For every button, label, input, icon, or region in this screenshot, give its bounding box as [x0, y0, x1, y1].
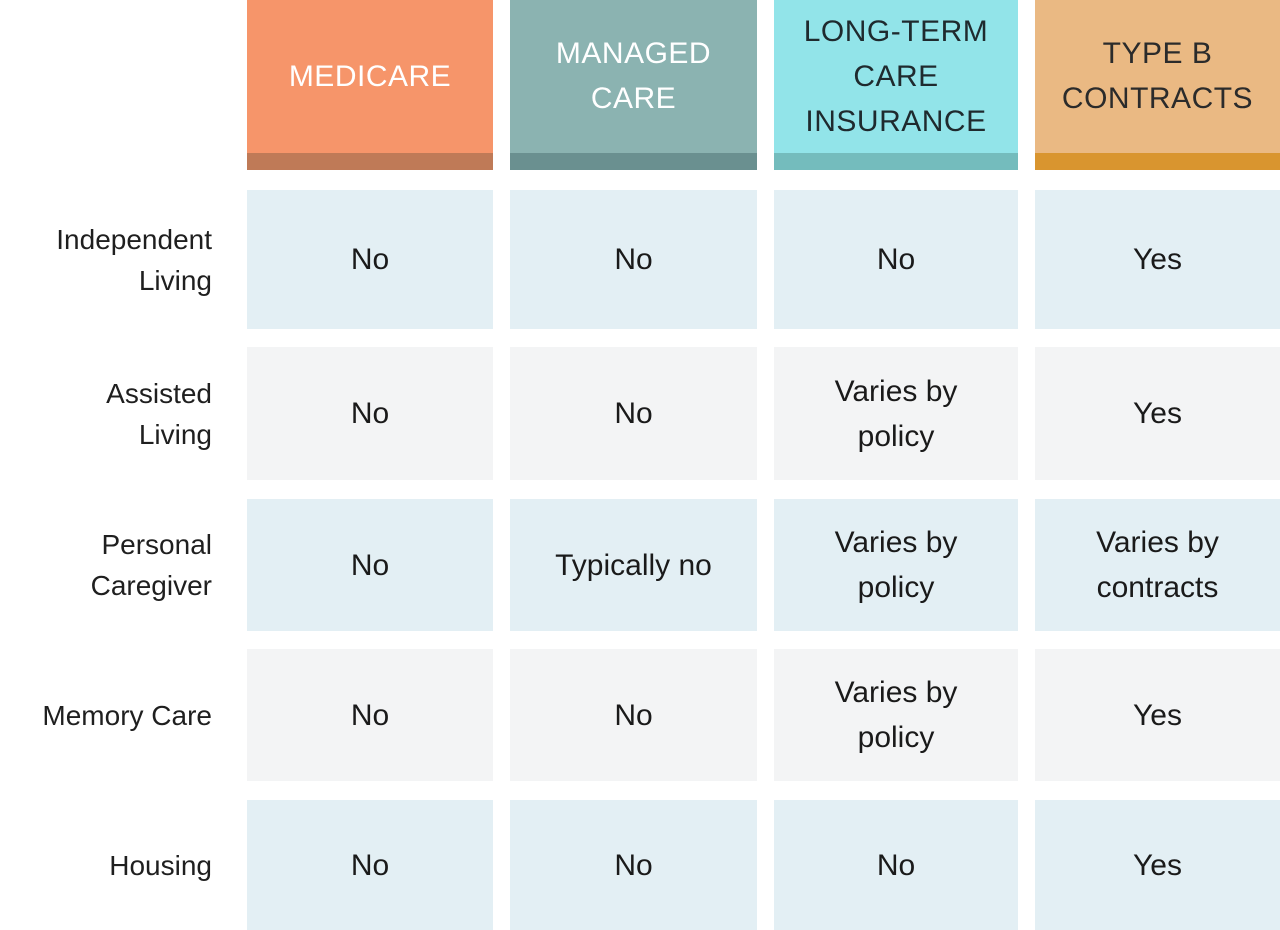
table-cell: Yes: [1035, 190, 1280, 329]
table-cell: No: [510, 649, 757, 781]
table-cell: No: [510, 190, 757, 329]
column-header-label: MEDICARE: [288, 59, 452, 93]
column-header-band: [247, 153, 493, 170]
table-cell: No: [774, 800, 1018, 930]
table-cell: Typically no: [510, 499, 757, 631]
column-header-4: TYPE B CONTRACTS: [1035, 0, 1280, 170]
column-header-band: [1035, 153, 1280, 170]
column-header-1: MEDICARE: [247, 0, 493, 170]
table-cell: No: [247, 347, 493, 480]
row-label: Personal Caregiver: [90, 529, 212, 601]
column-header-2: MANAGED CARE: [510, 0, 757, 170]
table-cell: Varies by policy: [774, 499, 1018, 631]
table-cell: Yes: [1035, 800, 1280, 930]
table-cell: No: [247, 800, 493, 930]
table-cell: Yes: [1035, 649, 1280, 781]
table-cell: Varies by policy: [774, 347, 1018, 480]
column-header-label: TYPE B CONTRACTS: [1061, 37, 1254, 115]
table-cell: Yes: [1035, 347, 1280, 480]
table-cell: No: [247, 649, 493, 781]
row-label: Housing: [109, 849, 212, 881]
column-header-label: LONG-TERM CARE INSURANCE: [803, 14, 989, 138]
column-header-band: [774, 153, 1018, 170]
row-label: Memory Care: [42, 699, 212, 731]
row-label: Independent Living: [56, 223, 212, 296]
table-cell: Varies by policy: [774, 649, 1018, 781]
table-cell: No: [247, 190, 493, 329]
column-header-3: LONG-TERM CARE INSURANCE: [774, 0, 1018, 170]
table-cell: No: [774, 190, 1018, 329]
row-label: Assisted Living: [106, 377, 212, 450]
table-cell: No: [510, 347, 757, 480]
table-cell: No: [247, 499, 493, 631]
column-header-label: MANAGED CARE: [555, 37, 712, 115]
column-header-band: [510, 153, 757, 170]
table-cell: Varies by contracts: [1035, 499, 1280, 631]
table-cell: No: [510, 800, 757, 930]
